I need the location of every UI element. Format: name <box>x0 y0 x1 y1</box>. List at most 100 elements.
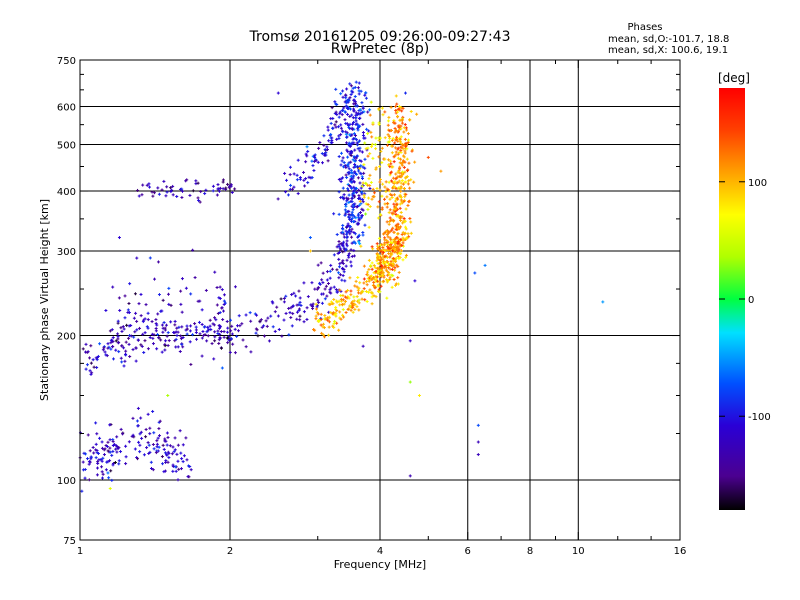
trace-point <box>193 322 197 326</box>
trace-point <box>96 460 100 464</box>
trace-point <box>372 191 376 195</box>
trace-point <box>408 217 412 221</box>
trace-point <box>384 264 388 268</box>
trace-point <box>144 435 148 439</box>
trace-point <box>389 259 393 263</box>
trace-point <box>363 93 367 97</box>
trace-point <box>216 329 220 333</box>
trace-point <box>220 366 224 370</box>
trace-point <box>385 280 389 284</box>
trace-point <box>112 442 116 446</box>
trace-point <box>94 356 98 360</box>
trace-point <box>352 132 356 136</box>
trace-point <box>389 242 393 246</box>
trace-point <box>352 240 356 244</box>
trace-point <box>345 225 349 229</box>
trace-point <box>349 264 353 268</box>
trace-point <box>378 254 382 258</box>
trace-point <box>131 348 135 352</box>
trace-point <box>340 278 344 282</box>
trace-point <box>378 290 382 294</box>
trace-point <box>381 266 385 270</box>
trace-point <box>404 192 408 196</box>
trace-point <box>173 339 177 343</box>
trace-point <box>378 257 382 261</box>
trace-point <box>388 173 392 177</box>
trace-point <box>341 298 345 302</box>
trace-point <box>152 447 156 451</box>
trace-point <box>89 361 93 365</box>
trace-point <box>163 339 167 343</box>
trace-point <box>194 179 198 183</box>
trace-point <box>341 230 345 234</box>
trace-point <box>356 276 360 280</box>
trace-point <box>365 280 369 284</box>
trace-point <box>305 154 309 158</box>
trace-point <box>298 296 302 300</box>
trace-point <box>198 332 202 336</box>
trace-point <box>306 295 310 299</box>
trace-point <box>108 329 112 333</box>
trace-point <box>217 326 221 330</box>
trace-point <box>353 102 357 106</box>
trace-point <box>378 255 382 259</box>
trace-point <box>205 339 209 343</box>
trace-point <box>357 81 361 85</box>
trace-point <box>362 171 366 175</box>
trace-point <box>288 165 292 169</box>
trace-point <box>345 148 349 152</box>
trace-point <box>396 276 400 280</box>
trace-point <box>368 205 372 209</box>
trace-point <box>395 263 399 267</box>
trace-point <box>393 185 397 189</box>
trace-point <box>350 216 354 220</box>
trace-point <box>398 216 402 220</box>
trace-point <box>392 119 396 123</box>
x-tick-label: 10 <box>572 546 585 557</box>
trace-point <box>322 335 326 339</box>
trace-point <box>382 259 386 263</box>
trace-point <box>130 434 134 438</box>
trace-point <box>321 292 325 296</box>
trace-point <box>398 171 402 175</box>
y-tick-label: 100 <box>57 476 76 487</box>
trace-point <box>354 116 358 120</box>
trace-point <box>133 292 137 296</box>
trace-point <box>291 187 295 191</box>
trace-point <box>334 120 338 124</box>
trace-point <box>353 241 357 245</box>
trace-point <box>385 240 389 244</box>
trace-point <box>391 176 395 180</box>
trace-point <box>119 326 123 330</box>
trace-point <box>350 89 354 93</box>
trace-point <box>400 109 404 113</box>
trace-point <box>394 209 398 213</box>
trace-point <box>402 126 406 130</box>
trace-point <box>135 419 139 423</box>
trace-point <box>394 172 398 176</box>
trace-point <box>148 432 152 436</box>
trace-point <box>372 277 376 281</box>
trace-point <box>297 308 301 312</box>
trace-point <box>337 240 341 244</box>
trace-point <box>346 155 350 159</box>
trace-point <box>371 275 375 279</box>
trace-point <box>349 180 353 184</box>
trace-point <box>386 243 390 247</box>
trace-point <box>368 184 372 188</box>
trace-point <box>132 435 136 439</box>
trace-point <box>352 180 356 184</box>
trace-point <box>382 249 386 253</box>
trace-point <box>370 245 374 249</box>
trace-point <box>345 87 349 91</box>
trace-point <box>377 200 381 204</box>
trace-point <box>83 467 87 471</box>
trace-point <box>381 270 385 274</box>
trace-point <box>345 176 349 180</box>
trace-point <box>125 323 129 327</box>
trace-point <box>338 310 342 314</box>
trace-point <box>385 296 389 300</box>
trace-point <box>401 173 405 177</box>
trace-point <box>148 185 152 189</box>
trace-point <box>165 190 169 194</box>
